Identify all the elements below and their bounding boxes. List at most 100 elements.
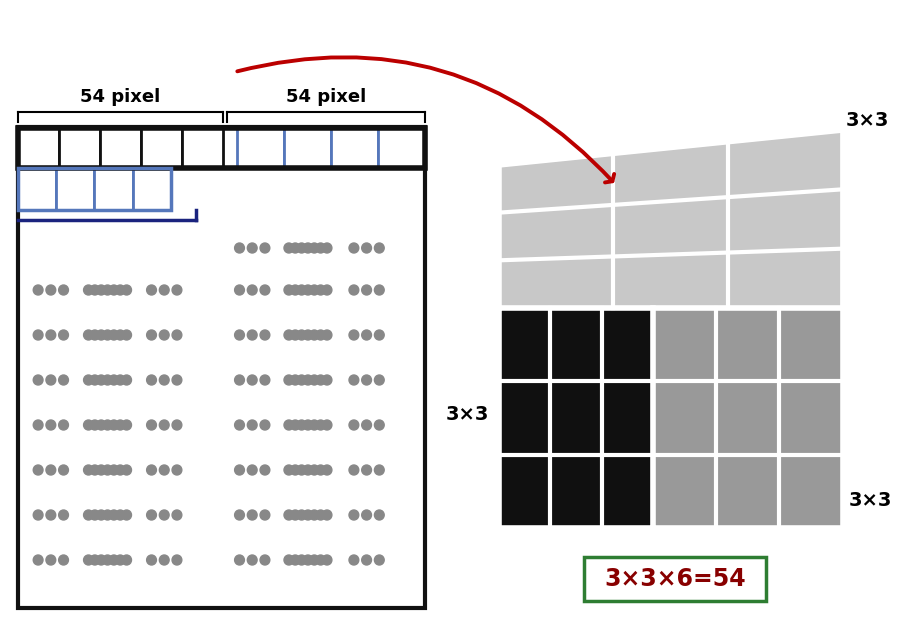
- Circle shape: [84, 375, 93, 385]
- Circle shape: [84, 285, 93, 295]
- Bar: [284, 128, 331, 168]
- Circle shape: [84, 420, 93, 430]
- Circle shape: [122, 285, 131, 295]
- Circle shape: [109, 555, 119, 565]
- Circle shape: [90, 420, 100, 430]
- Circle shape: [146, 465, 156, 475]
- Circle shape: [58, 510, 68, 520]
- Circle shape: [122, 420, 131, 430]
- Circle shape: [122, 555, 131, 565]
- Circle shape: [234, 510, 244, 520]
- Bar: [378, 128, 426, 168]
- Circle shape: [96, 375, 106, 385]
- Circle shape: [109, 375, 119, 385]
- Circle shape: [349, 555, 359, 565]
- Text: 3×3: 3×3: [846, 110, 889, 130]
- Circle shape: [310, 243, 319, 253]
- Bar: [56, 168, 94, 210]
- Circle shape: [290, 243, 300, 253]
- Circle shape: [146, 330, 156, 340]
- Circle shape: [90, 375, 100, 385]
- Polygon shape: [498, 130, 842, 308]
- Circle shape: [284, 510, 294, 520]
- Circle shape: [296, 243, 306, 253]
- Circle shape: [260, 375, 269, 385]
- Circle shape: [322, 330, 332, 340]
- FancyBboxPatch shape: [584, 557, 766, 601]
- Circle shape: [102, 510, 112, 520]
- Circle shape: [260, 243, 269, 253]
- Circle shape: [290, 555, 300, 565]
- Circle shape: [374, 555, 384, 565]
- Circle shape: [102, 375, 112, 385]
- Circle shape: [109, 285, 119, 295]
- Bar: [18, 168, 172, 210]
- Circle shape: [84, 330, 93, 340]
- Circle shape: [362, 465, 372, 475]
- Circle shape: [115, 420, 125, 430]
- Circle shape: [234, 243, 244, 253]
- Circle shape: [58, 420, 68, 430]
- Circle shape: [33, 465, 43, 475]
- Circle shape: [296, 330, 306, 340]
- Circle shape: [316, 375, 326, 385]
- Circle shape: [290, 465, 300, 475]
- Circle shape: [33, 285, 43, 295]
- Circle shape: [46, 510, 56, 520]
- Circle shape: [234, 375, 244, 385]
- Circle shape: [247, 420, 257, 430]
- Circle shape: [322, 285, 332, 295]
- Circle shape: [102, 420, 112, 430]
- Circle shape: [122, 465, 131, 475]
- Circle shape: [109, 510, 119, 520]
- Circle shape: [310, 285, 319, 295]
- Circle shape: [234, 465, 244, 475]
- Circle shape: [374, 375, 384, 385]
- Circle shape: [310, 375, 319, 385]
- Circle shape: [316, 465, 326, 475]
- Bar: [331, 128, 378, 168]
- Circle shape: [109, 420, 119, 430]
- Circle shape: [322, 555, 332, 565]
- Circle shape: [303, 285, 313, 295]
- Circle shape: [90, 510, 100, 520]
- Circle shape: [349, 330, 359, 340]
- Circle shape: [362, 555, 372, 565]
- Bar: [181, 128, 223, 168]
- Bar: [18, 127, 426, 608]
- Circle shape: [247, 465, 257, 475]
- Circle shape: [90, 330, 100, 340]
- Circle shape: [290, 420, 300, 430]
- Circle shape: [296, 555, 306, 565]
- Circle shape: [316, 285, 326, 295]
- Circle shape: [303, 555, 313, 565]
- Circle shape: [84, 465, 93, 475]
- Circle shape: [102, 330, 112, 340]
- Circle shape: [316, 243, 326, 253]
- Circle shape: [159, 465, 169, 475]
- Circle shape: [33, 330, 43, 340]
- Circle shape: [303, 375, 313, 385]
- Circle shape: [46, 555, 56, 565]
- Circle shape: [146, 555, 156, 565]
- Circle shape: [115, 465, 125, 475]
- Circle shape: [146, 285, 156, 295]
- Bar: [58, 128, 100, 168]
- Circle shape: [362, 330, 372, 340]
- Circle shape: [349, 285, 359, 295]
- Circle shape: [96, 465, 106, 475]
- Circle shape: [374, 420, 384, 430]
- Circle shape: [290, 510, 300, 520]
- Circle shape: [159, 510, 169, 520]
- Circle shape: [102, 285, 112, 295]
- Bar: [100, 128, 141, 168]
- Circle shape: [96, 420, 106, 430]
- Circle shape: [33, 510, 43, 520]
- Circle shape: [46, 285, 56, 295]
- Circle shape: [234, 330, 244, 340]
- Circle shape: [310, 555, 319, 565]
- Circle shape: [303, 465, 313, 475]
- Circle shape: [58, 375, 68, 385]
- Circle shape: [316, 510, 326, 520]
- Circle shape: [84, 555, 93, 565]
